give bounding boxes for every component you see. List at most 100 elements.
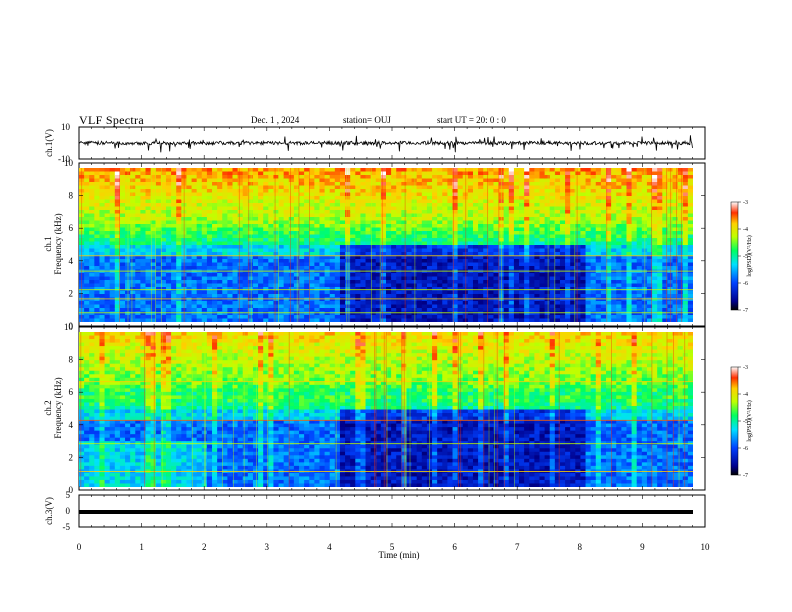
spectrogram-cell <box>345 213 351 218</box>
spectrogram-cell <box>570 171 576 176</box>
spectrogram-cell <box>421 171 428 176</box>
spectrogram-cell <box>442 196 448 201</box>
spectrogram-cell <box>355 199 362 204</box>
spectrogram-cell <box>165 262 172 267</box>
spectrogram-cell <box>631 304 638 309</box>
spectrogram-cell <box>380 262 387 267</box>
spectrogram-cell <box>314 196 321 201</box>
spectrogram-cell <box>565 227 571 232</box>
spectrogram-cell <box>652 259 658 264</box>
spectrogram-cell <box>299 255 305 260</box>
spectrogram-cell <box>365 262 372 267</box>
spectrogram-cell <box>94 189 101 194</box>
spectrogram-cell <box>391 224 397 229</box>
spectrogram-cell <box>493 280 500 285</box>
spectrogram-cell <box>263 252 269 257</box>
spectrogram-cell <box>606 175 612 180</box>
spectrogram-cell <box>355 171 362 176</box>
spectrogram-cell <box>626 287 633 292</box>
spectrogram-cell <box>636 234 643 239</box>
spectrogram-cell <box>237 280 244 285</box>
spectrogram-cell <box>176 241 182 246</box>
spectrogram-cell <box>84 294 90 299</box>
spectrogram-cell <box>503 217 510 222</box>
spectrogram-cell <box>140 276 147 281</box>
spectrogram-cell <box>452 276 459 281</box>
spectrogram-cell <box>140 231 147 236</box>
spectrogram-cell <box>380 185 387 190</box>
spectrogram-cell <box>350 206 356 211</box>
spectrogram-cell <box>472 196 479 201</box>
spectrogram-cell <box>380 308 387 313</box>
spectrogram-cell <box>421 231 428 236</box>
spectrogram-cell <box>611 175 617 180</box>
spectrogram-cell <box>339 259 346 264</box>
spectrogram-cell <box>652 241 658 246</box>
spectrogram-cell <box>416 294 423 299</box>
spectrogram-cell <box>355 227 362 232</box>
spectrogram-cell <box>360 178 367 183</box>
spectrogram-cell <box>217 231 223 236</box>
spectrogram-cell <box>478 266 484 271</box>
spectrogram-cell <box>447 297 454 302</box>
spectrogram-cell <box>171 224 177 229</box>
spectrogram-cell <box>99 308 106 313</box>
spectrogram-cell <box>513 301 520 306</box>
spectrogram-cell <box>222 266 228 271</box>
spectrogram-cell <box>201 252 208 257</box>
spectrogram-cell <box>549 168 556 173</box>
spectrogram-cell <box>186 308 193 313</box>
spectrogram-cell <box>421 273 428 278</box>
spectrogram-cell <box>155 311 162 316</box>
spectrogram-cell <box>201 189 208 194</box>
spectrogram-cell <box>339 224 346 229</box>
spectrogram-cell <box>334 189 341 194</box>
spectrogram-cell <box>227 192 234 197</box>
spectrogram-cell <box>380 276 387 281</box>
spectrogram-cell <box>135 220 141 225</box>
spectrogram-cell <box>585 192 592 197</box>
spectrogram-cell <box>524 276 530 281</box>
spectrogram-cell <box>329 266 336 271</box>
spectrogram-cell <box>206 168 213 173</box>
spectrogram-cell <box>657 220 663 225</box>
spectrogram-cell <box>258 203 264 208</box>
spectrogram-cell <box>283 301 290 306</box>
spectrogram-cell <box>155 210 162 215</box>
spectrogram-cell <box>565 259 571 264</box>
spectrogram-cell <box>191 287 198 292</box>
spectrogram-cell <box>304 273 310 278</box>
spectrogram-cell <box>186 252 193 257</box>
spectrogram-cell <box>631 203 638 208</box>
spectrogram-cell <box>432 241 438 246</box>
spectrogram-cell <box>324 259 331 264</box>
spectrogram-cell <box>529 241 535 246</box>
spectrogram-cell <box>565 196 571 201</box>
spectrogram-cell <box>437 220 443 225</box>
spectrogram-cell <box>150 206 157 211</box>
spectrogram-cell <box>165 290 172 295</box>
spectrogram-cell <box>519 227 525 232</box>
spectrogram-cell <box>590 273 597 278</box>
spectrogram-cell <box>314 224 321 229</box>
spectrogram-cell <box>611 182 617 187</box>
spectrogram-cell <box>575 171 582 176</box>
spectrogram-cell <box>176 245 182 250</box>
spectrogram-cell <box>580 273 587 278</box>
spectrogram-cell <box>145 171 152 176</box>
spectrogram-cell <box>212 206 218 211</box>
spectrogram-cell <box>84 241 90 246</box>
spectrogram-cell <box>565 290 571 295</box>
spectrogram-cell <box>247 301 254 306</box>
spectrogram-cell <box>191 248 198 253</box>
spectrogram-cell <box>442 245 448 250</box>
spectrogram-cell <box>565 304 571 309</box>
spectrogram-cell <box>570 238 576 243</box>
spectrogram-cell <box>114 192 121 197</box>
spectrogram-cell <box>519 238 525 243</box>
spectrogram-cell <box>360 203 367 208</box>
spectrogram-cell <box>447 311 454 316</box>
spectrogram-cell <box>457 318 464 322</box>
spectrogram-cell <box>288 213 295 218</box>
spectrogram-cell <box>109 213 116 218</box>
